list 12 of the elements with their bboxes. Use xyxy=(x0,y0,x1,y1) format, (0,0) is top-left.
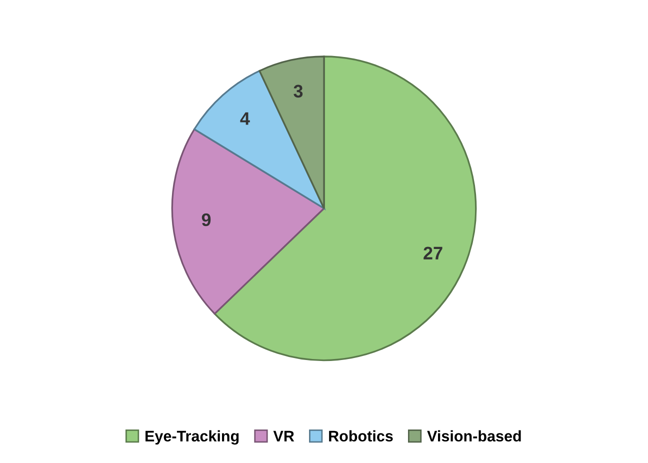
legend-label: Eye-Tracking xyxy=(146,430,239,445)
legend-label: Vision-based xyxy=(427,430,521,442)
pie-slice xyxy=(194,70,325,210)
legend-label: VR xyxy=(273,430,294,442)
pie-slice xyxy=(258,56,325,210)
data-label: 9 xyxy=(202,213,211,226)
pie-slice xyxy=(214,56,477,362)
data-label: 3 xyxy=(294,84,303,98)
data-label: 4 xyxy=(240,112,250,125)
data-label: 27 xyxy=(424,246,442,260)
legend-label: Robotics xyxy=(329,430,393,442)
pie-slice xyxy=(171,128,325,315)
